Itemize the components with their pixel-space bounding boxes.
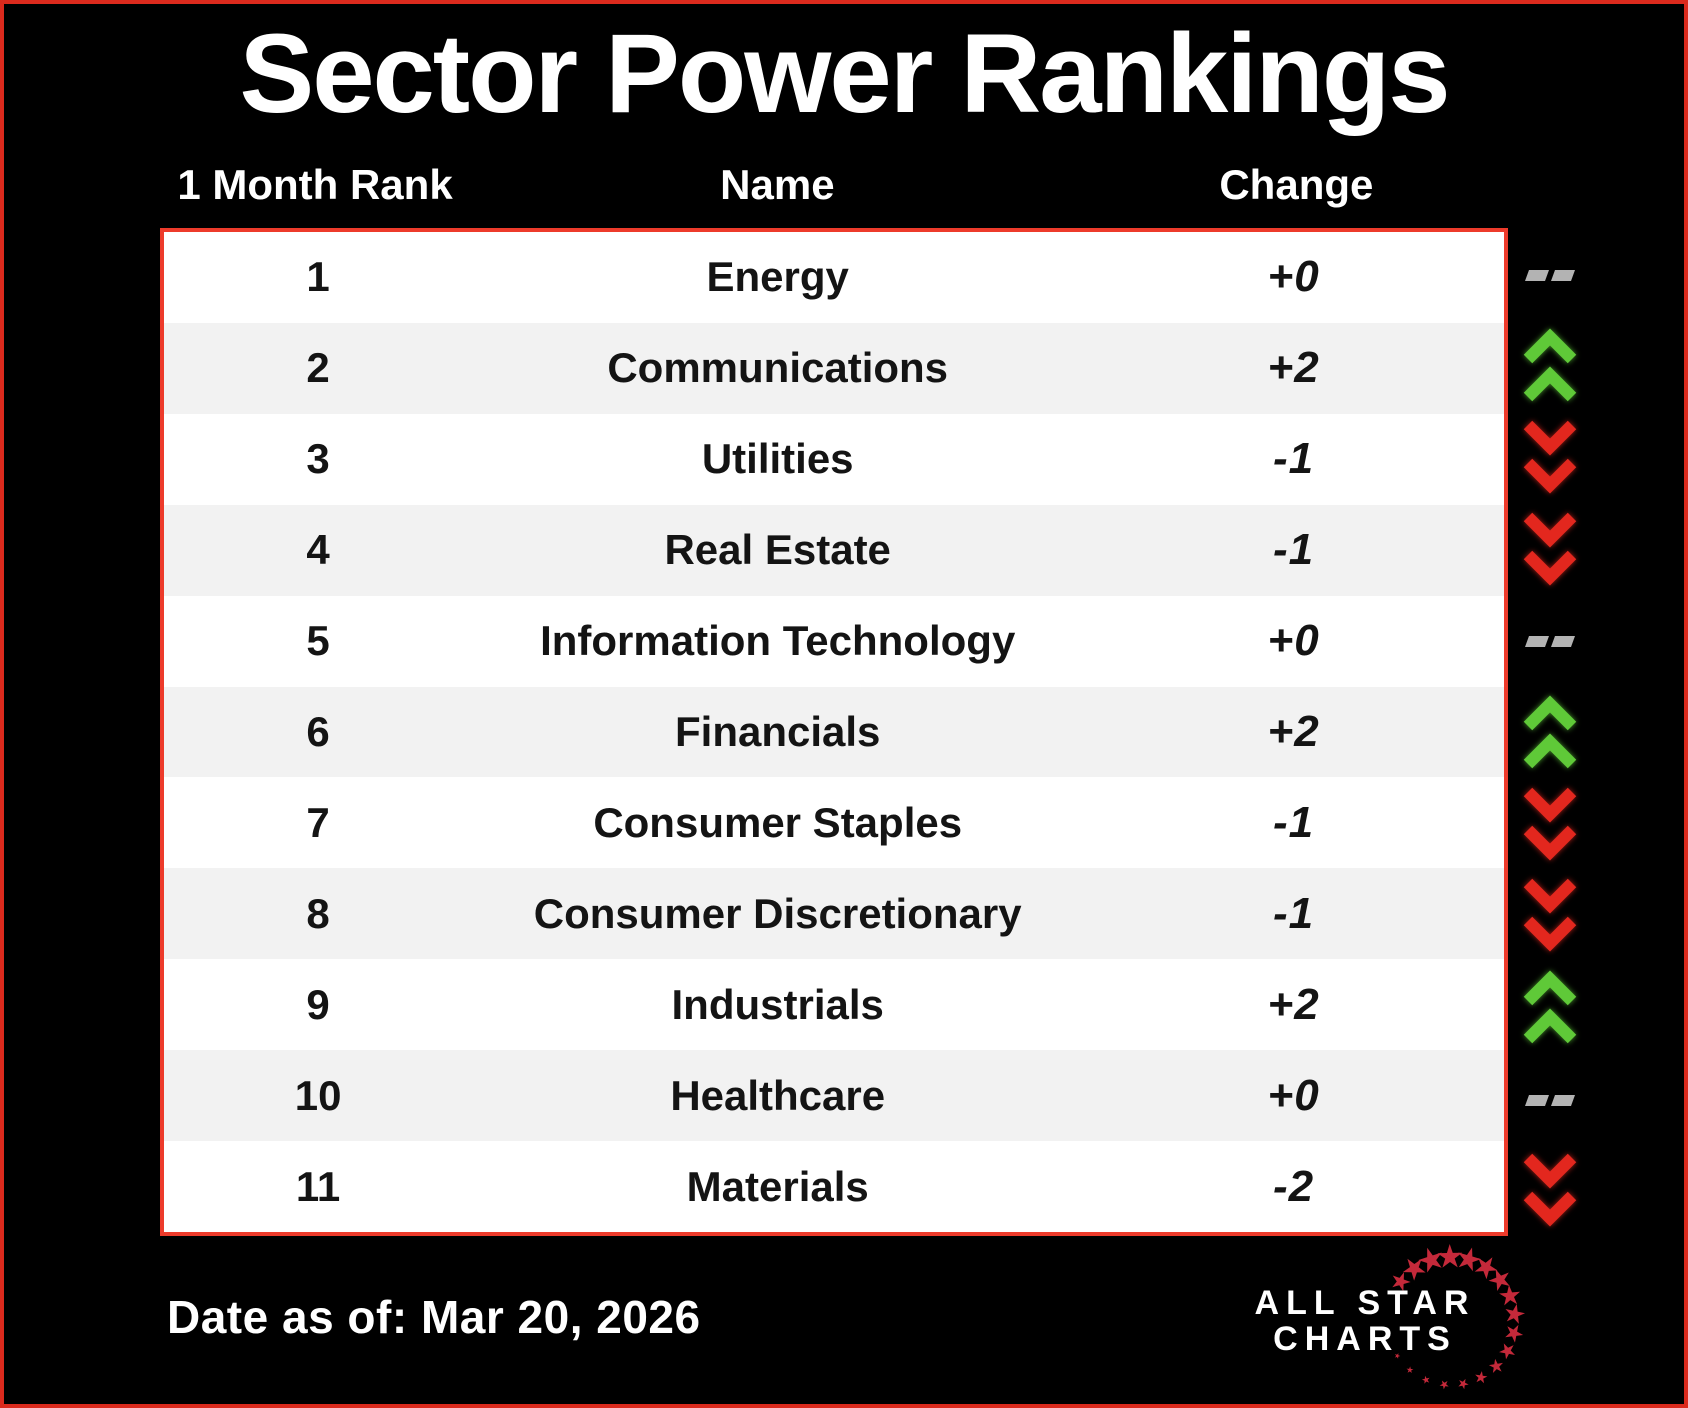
double-chevron-down-icon xyxy=(1523,879,1577,952)
table-row: 5 Information Technology +0 xyxy=(164,595,1504,687)
double-chevron-down-icon xyxy=(1523,1153,1577,1227)
sector-name: Healthcare xyxy=(670,1071,886,1119)
change-direction-indicator xyxy=(1518,595,1582,687)
page-title: Sector Power Rankings xyxy=(239,11,1450,136)
rank-value: 2 xyxy=(306,344,330,392)
logo-text-line2: CHARTS xyxy=(1273,1320,1457,1358)
sector-name: Consumer Discretionary xyxy=(533,889,1022,937)
logo-text-line1: ALL STAR xyxy=(1254,1284,1476,1322)
change-direction-rail xyxy=(1518,228,1582,1236)
rank-value: 4 xyxy=(306,526,330,574)
double-chevron-up-icon xyxy=(1523,328,1577,402)
sector-name: Consumer Staples xyxy=(593,798,963,846)
change-direction-indicator xyxy=(1518,1144,1582,1236)
rank-value: 7 xyxy=(306,798,330,846)
table-row: 9 Industrials +2 xyxy=(164,959,1504,1051)
table-row: 2 Communications +2 xyxy=(164,322,1504,414)
column-header-change: Change xyxy=(1219,161,1374,208)
no-change-dashes-icon xyxy=(1525,269,1575,281)
table-row: 11 Materials -2 xyxy=(164,1141,1504,1232)
table-row: 7 Consumer Staples -1 xyxy=(164,777,1504,869)
no-change-dashes-icon xyxy=(1525,1094,1575,1106)
all-star-charts-logo: ALL STAR CHARTS xyxy=(1249,1242,1559,1404)
change-value: +2 xyxy=(1267,343,1320,393)
change-value: -1 xyxy=(1273,434,1315,484)
change-direction-indicator xyxy=(1518,869,1582,961)
double-chevron-down-icon xyxy=(1523,420,1577,494)
sector-name: Information Technology xyxy=(540,617,1016,665)
sector-name: Financials xyxy=(675,707,881,755)
double-chevron-down-icon xyxy=(1523,512,1577,586)
table-column-headers: 1 Month Rank Name Change xyxy=(160,152,1508,218)
sector-name: Communications xyxy=(607,344,949,392)
column-header-name: Name xyxy=(720,161,835,208)
rank-value: 8 xyxy=(306,889,330,937)
change-direction-indicator xyxy=(1518,686,1582,778)
change-value: +0 xyxy=(1267,616,1320,666)
double-chevron-up-icon xyxy=(1523,695,1577,769)
rank-value: 11 xyxy=(295,1162,341,1210)
change-direction-indicator xyxy=(1518,411,1582,503)
no-change-dashes-icon xyxy=(1525,636,1575,648)
table-row: 10 Healthcare +0 xyxy=(164,1050,1504,1142)
sector-name: Materials xyxy=(686,1162,869,1210)
sector-name: Industrials xyxy=(671,980,884,1028)
change-direction-indicator xyxy=(1518,503,1582,595)
change-direction-indicator xyxy=(1518,778,1582,870)
change-direction-indicator xyxy=(1518,1053,1582,1145)
table-row: 6 Financials +2 xyxy=(164,686,1504,778)
change-value: -1 xyxy=(1273,797,1315,847)
table-row: 1 Energy +0 xyxy=(164,232,1504,323)
rank-value: 10 xyxy=(294,1071,342,1119)
sector-name: Utilities xyxy=(701,435,854,483)
sector-name: Energy xyxy=(706,253,849,301)
rankings-table: 1 Energy +0 2 Communications +2 3 Utilit… xyxy=(160,228,1508,1236)
rank-value: 5 xyxy=(306,617,330,665)
column-header-rank: 1 Month Rank xyxy=(177,161,453,208)
sector-name: Real Estate xyxy=(664,526,891,574)
rank-value: 9 xyxy=(306,980,330,1028)
rank-value: 1 xyxy=(306,253,330,301)
rank-value: 3 xyxy=(306,435,330,483)
change-value: +0 xyxy=(1267,1070,1320,1120)
as-of-date: Date as of: Mar 20, 2026 xyxy=(167,1291,701,1343)
change-direction-indicator xyxy=(1518,228,1582,320)
double-chevron-up-icon xyxy=(1523,970,1577,1044)
double-chevron-down-icon xyxy=(1523,787,1577,861)
table-row: 4 Real Estate -1 xyxy=(164,504,1504,596)
table-row: 8 Consumer Discretionary -1 xyxy=(164,868,1504,960)
change-value: +0 xyxy=(1267,252,1320,302)
change-value: -1 xyxy=(1273,888,1315,938)
change-value: -1 xyxy=(1273,525,1315,575)
rank-value: 6 xyxy=(306,707,330,755)
change-direction-indicator xyxy=(1518,320,1582,412)
change-direction-indicator xyxy=(1518,961,1582,1053)
change-value: -2 xyxy=(1273,1161,1315,1211)
change-value: +2 xyxy=(1267,979,1320,1029)
table-row: 3 Utilities -1 xyxy=(164,413,1504,505)
change-value: +2 xyxy=(1267,706,1320,756)
